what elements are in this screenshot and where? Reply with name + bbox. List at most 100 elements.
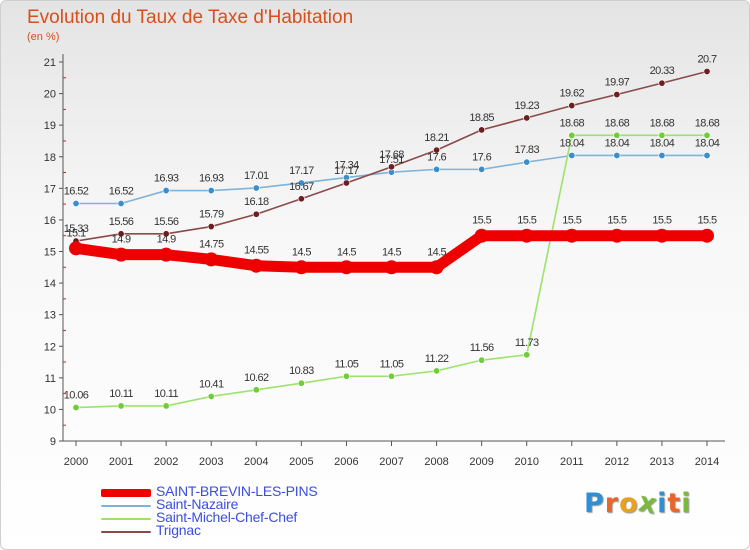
data-label: 17.01 <box>244 170 269 182</box>
data-point <box>384 260 399 275</box>
data-point <box>204 252 219 267</box>
data-point <box>613 151 621 159</box>
x-tick-label: 2008 <box>424 456 448 468</box>
data-label: 15.1 <box>66 227 85 239</box>
x-tick-label: 2009 <box>469 456 493 468</box>
logo-letter: r <box>604 488 620 519</box>
data-label: 11.22 <box>425 353 449 365</box>
data-label: 14.5 <box>427 246 446 258</box>
y-tick-label: 21 <box>44 57 56 69</box>
data-label: 11.56 <box>470 342 494 354</box>
data-point <box>297 195 305 203</box>
data-point <box>478 356 486 364</box>
data-label: 15.79 <box>199 209 224 221</box>
data-label: 17.6 <box>472 151 491 163</box>
data-label: 17.83 <box>514 144 539 156</box>
data-label: 18.68 <box>560 117 585 129</box>
y-tick-label: 9 <box>50 436 56 448</box>
data-label: 18.68 <box>605 117 630 129</box>
data-point <box>564 228 579 243</box>
axes: 9 10 11 12 13 14 15 16 17 18 19 20 21 2000 2001 2002 200… <box>44 54 725 468</box>
x-tick-label: 2014 <box>695 456 719 468</box>
y-tick-label: 20 <box>44 89 56 101</box>
data-point <box>654 228 669 243</box>
data-point <box>568 102 576 110</box>
y-tick-label: 13 <box>44 310 56 322</box>
data-label: 16.52 <box>64 185 89 197</box>
data-label: 19.97 <box>605 77 630 89</box>
data-point <box>429 260 444 275</box>
data-point <box>72 199 80 207</box>
data-point <box>207 392 215 400</box>
y-axis-unit-label: (en %) <box>27 31 60 43</box>
legend-label: Saint-Nazaire <box>156 496 239 512</box>
data-label: 18.04 <box>650 137 675 149</box>
x-tick-label: 2011 <box>560 456 584 468</box>
series-saint-michel-chef-chef <box>72 131 711 412</box>
data-point <box>474 228 489 243</box>
data-point <box>433 165 441 173</box>
data-label: 14.5 <box>337 246 356 258</box>
data-label: 14.5 <box>292 246 311 258</box>
data-label: 15.56 <box>154 216 179 228</box>
data-point <box>207 223 215 231</box>
y-tick-label: 15 <box>44 247 56 259</box>
data-point <box>519 228 534 243</box>
data-point <box>568 151 576 159</box>
data-label: 18.21 <box>424 132 449 144</box>
logo-letter: o <box>619 488 639 519</box>
data-label: 16.93 <box>154 173 179 185</box>
data-point <box>568 131 576 139</box>
legend-swatch <box>101 531 151 533</box>
data-label: 19.62 <box>560 88 585 100</box>
data-label: 17.17 <box>334 165 359 177</box>
data-label: 15.5 <box>517 215 536 227</box>
data-label: 10.06 <box>64 390 89 402</box>
x-tick-label: 2007 <box>379 456 403 468</box>
data-point <box>703 67 711 75</box>
data-label: 14.5 <box>382 246 401 258</box>
data-point <box>523 114 531 122</box>
data-label: 15.5 <box>697 215 716 227</box>
data-point <box>207 187 215 195</box>
data-point <box>72 404 80 412</box>
legend-swatch <box>101 518 151 520</box>
data-point <box>114 247 129 262</box>
data-label: 16.93 <box>199 173 224 185</box>
data-point <box>249 258 264 273</box>
data-label: 15.56 <box>109 216 134 228</box>
data-point <box>294 260 309 275</box>
data-point <box>658 151 666 159</box>
data-point <box>478 165 486 173</box>
x-tick-label: 2006 <box>334 456 358 468</box>
series-layer <box>69 67 714 412</box>
data-point <box>117 402 125 410</box>
logo-letter: t <box>667 488 682 519</box>
data-label: 16.67 <box>289 181 314 193</box>
data-label: 15.5 <box>472 215 491 227</box>
data-label: 16.52 <box>109 185 134 197</box>
data-label: 17.51 <box>379 154 404 166</box>
legend-label: Saint-Michel-Chef-Chef <box>156 509 298 525</box>
x-tick-label: 2003 <box>199 456 223 468</box>
data-label: 15.33 <box>64 223 89 235</box>
data-point <box>252 386 260 394</box>
proxiti-logo: Proxiti <box>584 486 692 520</box>
data-label: 14.55 <box>244 245 269 257</box>
legend-swatch <box>101 489 151 497</box>
data-point <box>117 230 125 238</box>
data-label: 14.9 <box>157 234 176 246</box>
data-label: 18.04 <box>605 137 630 149</box>
legend-label: Trignac <box>156 522 201 538</box>
legend-swatch <box>101 505 151 507</box>
data-label: 10.11 <box>154 388 178 400</box>
data-point <box>433 367 441 375</box>
y-tick-label: 19 <box>44 120 56 132</box>
data-label: 20.7 <box>697 53 716 65</box>
series-saint-brevin-les-pins <box>69 228 714 275</box>
logo-letter: i <box>681 488 692 519</box>
data-point <box>297 379 305 387</box>
data-point <box>523 351 531 359</box>
x-tick-label: 2012 <box>605 456 629 468</box>
